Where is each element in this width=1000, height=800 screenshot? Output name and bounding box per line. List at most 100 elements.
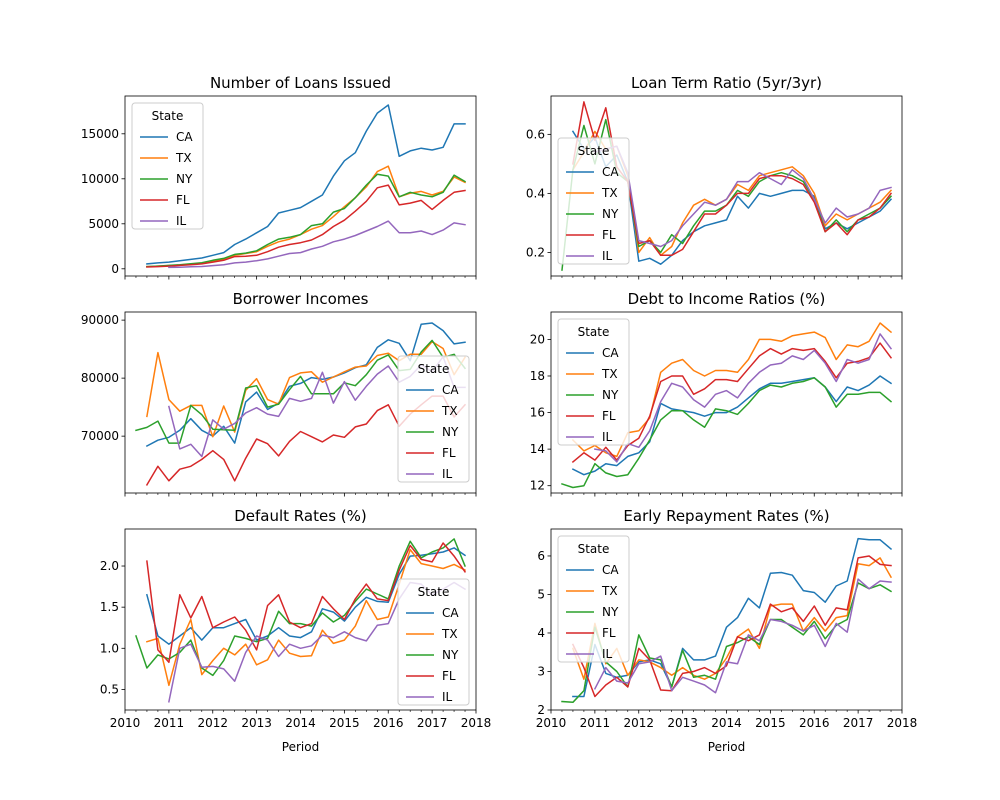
legend-label-fl: FL — [176, 193, 190, 207]
x-tick-label: 2014 — [285, 716, 316, 730]
subplot-6: Early Repayment Rates (%) 2 3 4 5 6 2010 2011 20… — [536, 507, 918, 754]
subplot-title: Default Rates (%) — [234, 507, 367, 525]
legend-label-tx: TX — [175, 151, 192, 165]
y-tick-label: 0.4 — [526, 186, 545, 200]
series-line-ca — [146, 104, 466, 265]
series-line-fl — [146, 184, 466, 268]
subplot-1: Number of Loans Issued 0 5000 10000 15000 Sta… — [81, 74, 477, 280]
legend-label-il: IL — [602, 249, 613, 263]
legend-label-ca: CA — [602, 346, 619, 360]
subplot-title: Early Repayment Rates (%) — [623, 507, 829, 525]
subplot-3: Borrower Incomes 70000 80000 90000 State CA TX… — [81, 290, 477, 497]
legend-label-fl: FL — [602, 626, 616, 640]
subplot-title: Borrower Incomes — [233, 290, 369, 308]
series-line-tx — [145, 548, 467, 687]
x-tick-label: 2015 — [755, 716, 786, 730]
subplot-title: Loan Term Ratio (5yr/3yr) — [631, 74, 822, 92]
subplot-title: Number of Loans Issued — [210, 74, 391, 92]
legend-label-tx: TX — [601, 186, 618, 200]
series-line-fl — [571, 555, 892, 698]
x-tick-label: 2018 — [461, 716, 492, 730]
legend-title: State — [152, 109, 184, 123]
series-line-ny — [561, 582, 893, 704]
legend-label-ca: CA — [602, 165, 619, 179]
series-group — [561, 322, 893, 489]
legend-label-il: IL — [602, 430, 613, 444]
legend: State CA TX NY FL IL — [557, 535, 630, 663]
y-tick-label: 4 — [537, 626, 545, 640]
series-group — [146, 104, 467, 269]
series-line-ny — [561, 377, 893, 489]
legend-box — [557, 535, 630, 663]
legend-label-il: IL — [442, 690, 453, 704]
series-line-ca — [571, 375, 893, 476]
legend-label-ny: NY — [176, 172, 193, 186]
legend-label-ny: NY — [602, 388, 619, 402]
legend: State CA TX NY FL IL — [557, 318, 630, 446]
legend-label-ny: NY — [602, 207, 619, 221]
y-tick-label: 90000 — [81, 313, 119, 327]
y-tick-label: 1.5 — [100, 600, 119, 614]
y-tick-label: 6 — [537, 549, 545, 563]
legend-label-ny: NY — [442, 648, 459, 662]
y-tick-label: 15000 — [81, 127, 119, 141]
y-tick-label: 0.6 — [526, 127, 545, 141]
y-tick-label: 10000 — [81, 172, 119, 186]
subplot-title: Debt to Income Ratios (%) — [628, 290, 826, 308]
series-line-il — [594, 333, 893, 463]
legend-label-il: IL — [602, 647, 613, 661]
y-tick-label: 2 — [537, 703, 545, 717]
y-tick-label: 16 — [530, 406, 545, 420]
legend-title: State — [418, 585, 450, 599]
y-tick-label: 3 — [537, 664, 545, 678]
y-tick-label: 0 — [111, 262, 119, 276]
y-tick-label: 2.0 — [100, 559, 119, 573]
legend-label-fl: FL — [602, 409, 616, 423]
legend-label-tx: TX — [601, 367, 618, 381]
legend: State CA TX NY FL IL — [397, 578, 470, 706]
y-tick-label: 20 — [530, 332, 545, 346]
legend-title: State — [578, 144, 610, 158]
legend-label-ca: CA — [442, 383, 459, 397]
y-tick-label: 0.5 — [100, 682, 119, 696]
x-axis-label: Period — [708, 740, 745, 754]
y-tick-label: 1.0 — [100, 641, 119, 655]
series-line-tx — [571, 557, 893, 680]
legend-title: State — [578, 542, 610, 556]
x-tick-label: 2015 — [329, 716, 360, 730]
x-tick-label: 2011 — [580, 716, 611, 730]
legend-label-ca: CA — [176, 130, 193, 144]
legend-box — [131, 102, 204, 230]
x-tick-label: 2016 — [799, 716, 830, 730]
y-tick-label: 14 — [530, 442, 545, 456]
y-tick-label: 0.2 — [526, 245, 545, 259]
series-line-fl — [146, 542, 467, 664]
x-tick-label: 2010 — [536, 716, 567, 730]
x-tick-label: 2014 — [711, 716, 742, 730]
x-tick-label: 2011 — [154, 716, 185, 730]
x-tick-label: 2013 — [241, 716, 272, 730]
series-line-ca — [145, 547, 467, 645]
x-tick-label: 2017 — [843, 716, 874, 730]
subplot-4: Debt to Income Ratios (%) 12 14 16 18 20 State… — [530, 290, 903, 497]
y-tick-label: 5 — [537, 587, 545, 601]
x-tick-label: 2016 — [373, 716, 404, 730]
legend-box — [397, 355, 470, 483]
y-tick-label: 5000 — [88, 217, 119, 231]
x-tick-label: 2012 — [197, 716, 228, 730]
legend-box — [557, 318, 630, 446]
legend-label-tx: TX — [601, 584, 618, 598]
series-line-il — [168, 220, 466, 269]
x-tick-label: 2012 — [623, 716, 654, 730]
series-line-il — [593, 578, 892, 694]
x-tick-label: 2013 — [667, 716, 698, 730]
legend-box — [557, 137, 630, 265]
series-group — [561, 537, 893, 704]
series-line-ca — [572, 537, 893, 698]
series-line-ny — [135, 538, 466, 677]
legend: State CA TX NY FL IL — [557, 137, 630, 265]
legend: State CA TX NY FL IL — [397, 355, 470, 483]
legend-label-tx: TX — [441, 627, 458, 641]
legend-label-ca: CA — [442, 606, 459, 620]
